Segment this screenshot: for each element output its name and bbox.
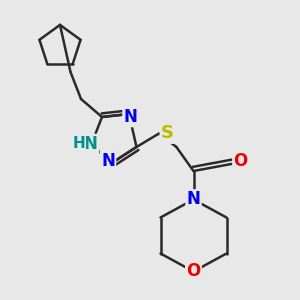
Text: H: H xyxy=(73,136,85,152)
Text: O: O xyxy=(233,152,248,170)
Text: S: S xyxy=(161,124,174,142)
Text: N: N xyxy=(187,190,200,208)
Text: N: N xyxy=(124,108,137,126)
Text: N: N xyxy=(84,135,98,153)
Text: N: N xyxy=(101,152,115,169)
Text: O: O xyxy=(186,262,201,280)
